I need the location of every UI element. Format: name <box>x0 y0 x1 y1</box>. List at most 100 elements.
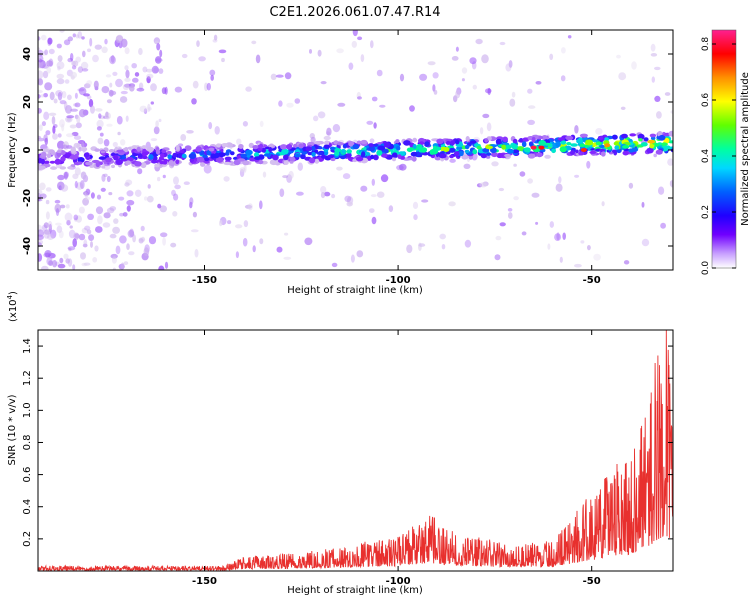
noise-point <box>90 192 95 199</box>
noise-point <box>310 136 316 143</box>
noise-point <box>388 205 394 213</box>
noise-point <box>412 201 419 209</box>
noise-point <box>252 245 256 253</box>
noise-point <box>162 237 167 246</box>
noise-point <box>283 256 292 260</box>
noise-point <box>122 83 130 91</box>
ridge-point <box>203 157 210 162</box>
noise-point <box>81 262 88 267</box>
noise-point <box>45 211 50 220</box>
ridge-point <box>101 165 106 169</box>
noise-point <box>43 222 49 229</box>
noise-point <box>112 141 118 148</box>
noise-point <box>360 54 365 63</box>
noise-point <box>399 163 407 171</box>
noise-point <box>78 87 87 96</box>
noise-point <box>66 145 73 149</box>
noise-point <box>38 229 45 237</box>
noise-point <box>350 254 355 263</box>
noise-point <box>304 237 313 246</box>
ridge-point <box>637 133 645 140</box>
ridge-point <box>40 158 45 165</box>
noise-point <box>80 61 89 70</box>
noise-point <box>83 239 88 248</box>
noise-point <box>479 127 484 135</box>
noise-point <box>507 208 513 212</box>
noise-point <box>262 171 267 178</box>
ridge-point <box>283 160 289 165</box>
noise-point <box>123 261 129 265</box>
noise-point <box>157 203 162 209</box>
ridge-point <box>661 142 668 146</box>
ridge-point <box>372 143 379 147</box>
noise-point <box>463 163 471 169</box>
ridge-point <box>91 159 100 164</box>
chart-title: C2E1.2026.061.07.47.R14 <box>269 5 440 20</box>
ridge-point <box>361 151 366 158</box>
noise-point <box>192 80 199 89</box>
noise-point <box>580 240 585 244</box>
ridge-point <box>155 149 161 155</box>
noise-point <box>641 238 650 247</box>
ridge-point <box>70 148 77 153</box>
noise-point <box>574 174 580 178</box>
ridge-point <box>148 154 154 160</box>
ridge-point <box>60 156 66 162</box>
noise-point <box>64 212 73 222</box>
noise-point <box>664 92 671 96</box>
ridge-point <box>395 139 400 144</box>
noise-point <box>95 226 103 233</box>
y-tick-label: -20 <box>22 189 33 207</box>
noise-point <box>574 125 579 134</box>
noise-point <box>57 55 63 62</box>
noise-point <box>653 153 657 158</box>
noise-point <box>57 181 65 191</box>
noise-point <box>255 54 261 64</box>
ridge-point <box>259 143 264 149</box>
ridge-point <box>519 138 524 143</box>
noise-point <box>556 232 560 241</box>
noise-point <box>63 253 69 260</box>
ridge-point <box>622 145 630 149</box>
noise-point <box>106 207 115 214</box>
noise-point <box>433 89 438 95</box>
noise-point <box>601 201 605 207</box>
ridge-point <box>311 151 316 157</box>
noise-point <box>124 47 130 55</box>
noise-point <box>317 49 322 57</box>
noise-point <box>243 220 249 228</box>
noise-point <box>82 197 89 206</box>
ridge-point <box>370 154 375 160</box>
noise-point <box>158 68 164 74</box>
noise-point <box>64 171 68 180</box>
ridge-point <box>448 147 456 153</box>
noise-point <box>74 92 78 99</box>
ridge-point <box>555 141 561 147</box>
noise-point <box>323 191 331 197</box>
noise-point <box>87 48 91 53</box>
noise-point <box>126 190 134 197</box>
y-tick-label: -40 <box>22 237 33 255</box>
noise-point <box>41 121 47 127</box>
ridge-point <box>181 153 187 159</box>
noise-point <box>38 78 44 86</box>
noise-point <box>336 166 343 171</box>
noise-point <box>38 70 44 79</box>
colorbar-tick-label: 0.6 <box>701 93 711 108</box>
noise-point <box>194 248 199 258</box>
noise-point <box>132 77 139 83</box>
noise-point <box>55 208 60 216</box>
noise-point <box>259 120 264 127</box>
noise-point <box>244 204 253 209</box>
noise-point <box>73 135 82 140</box>
ridge-point <box>574 149 579 154</box>
noise-point <box>658 186 665 195</box>
ridge-point <box>245 149 253 156</box>
ridge-point <box>464 149 470 154</box>
noise-point <box>439 233 447 240</box>
ridge-point <box>595 141 602 146</box>
ridge-point <box>125 160 131 165</box>
ridge-point <box>83 152 90 158</box>
ridge-point <box>484 138 489 143</box>
noise-point <box>81 68 89 72</box>
